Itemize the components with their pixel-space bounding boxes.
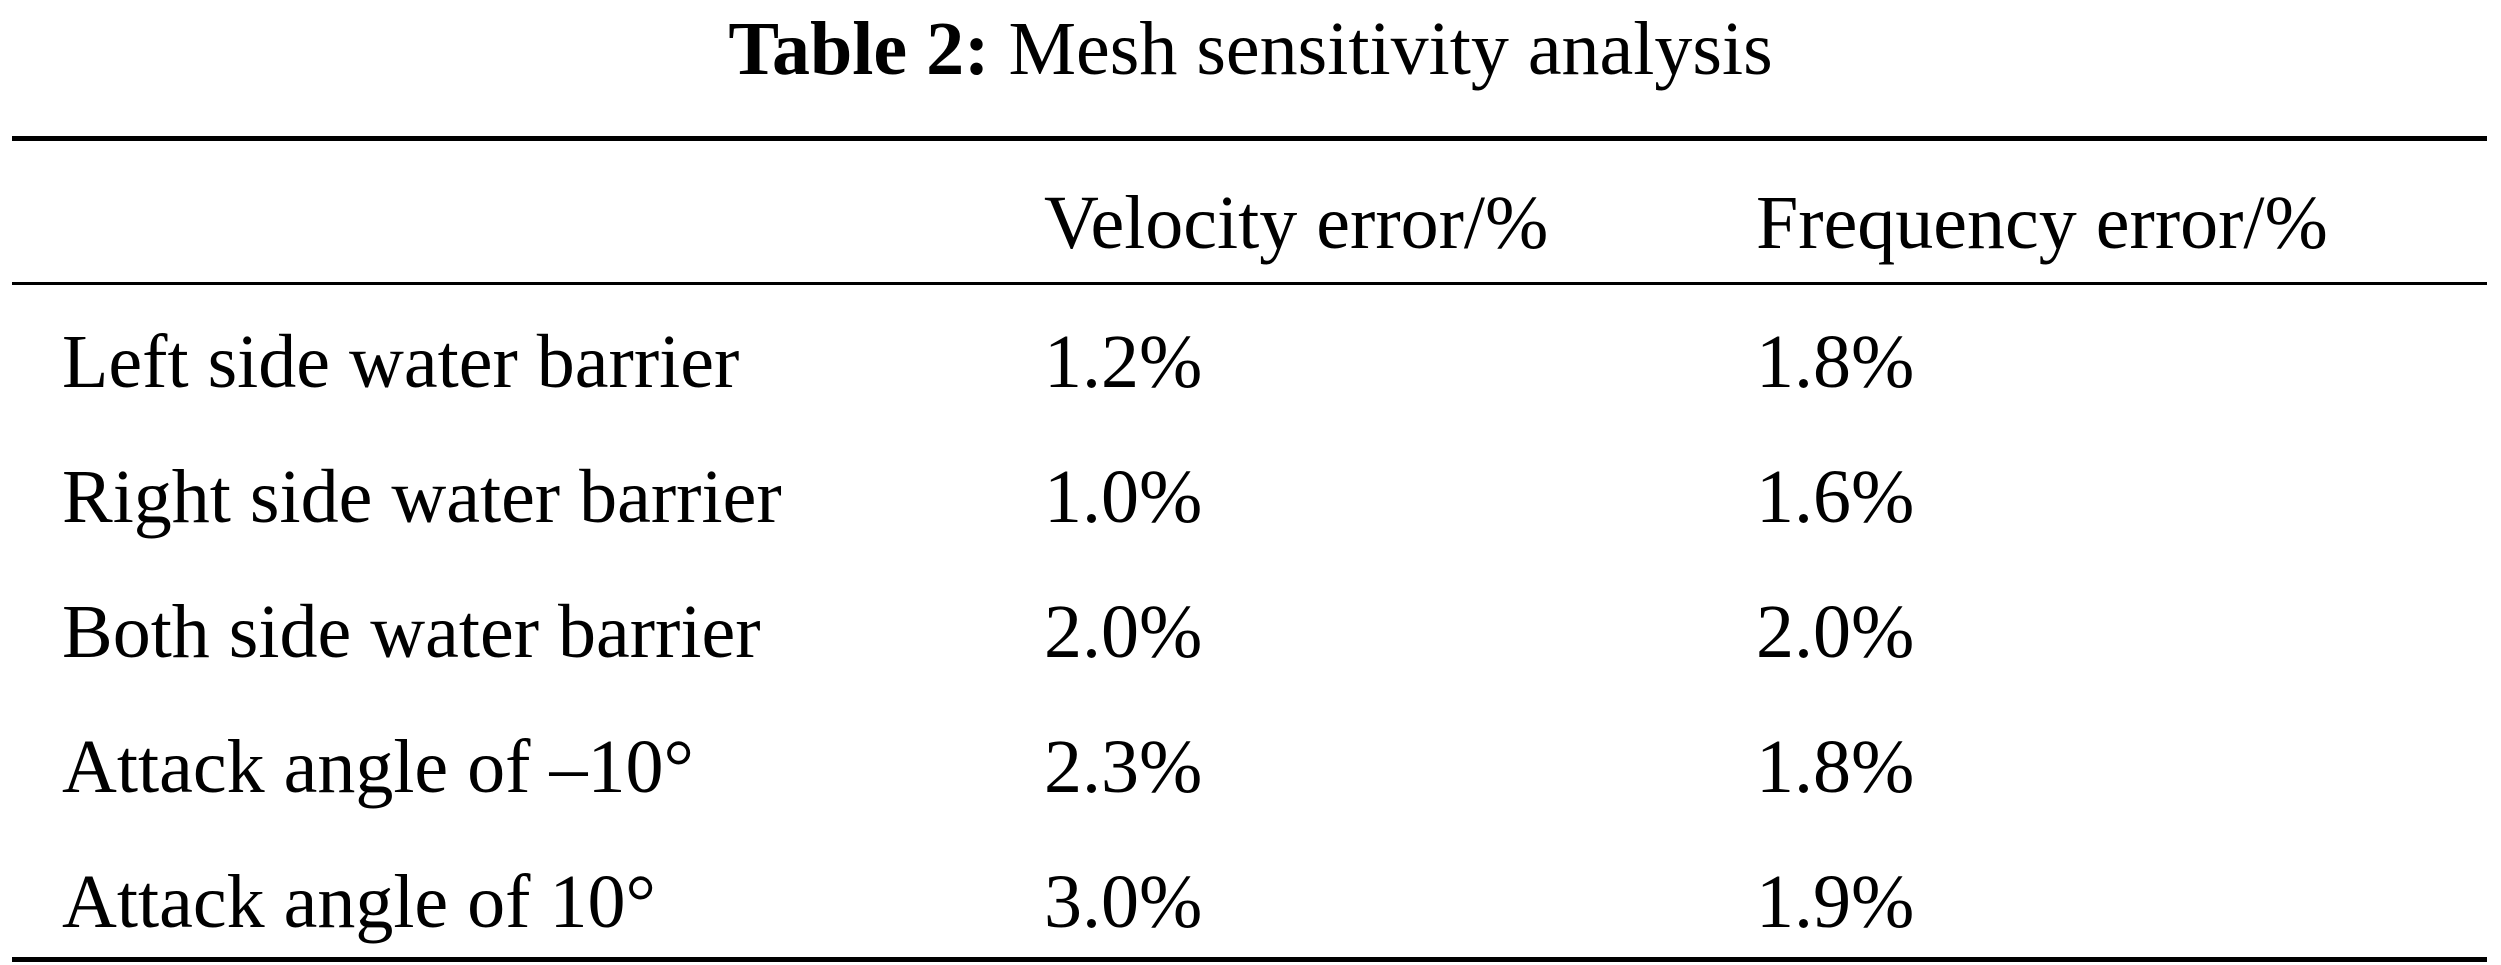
row-label: Left side water barrier (62, 320, 740, 404)
frequency-error-cell: 1.8% (1756, 320, 1915, 404)
row-label: Both side water barrier (62, 590, 761, 674)
frequency-error-cell: 1.9% (1756, 860, 1915, 944)
header-frequency-error: Frequency error/% (1756, 181, 2328, 265)
velocity-error-cell: 2.3% (1044, 725, 1203, 809)
row-label: Attack angle of 10° (62, 860, 656, 944)
row-label: Attack angle of –10° (62, 725, 694, 809)
table-caption: Table 2: Mesh sensitivity analysis (0, 4, 2501, 94)
velocity-error-cell: 3.0% (1044, 860, 1203, 944)
frequency-error-cell: 1.8% (1756, 725, 1915, 809)
header-velocity-error: Velocity error/% (1044, 181, 1549, 265)
caption-label: Table 2: (728, 7, 990, 91)
row-label: Right side water barrier (62, 455, 782, 539)
frequency-error-cell: 1.6% (1756, 455, 1915, 539)
bottom-rule (12, 957, 2487, 962)
velocity-error-cell: 1.2% (1044, 320, 1203, 404)
header-rule (12, 282, 2487, 285)
velocity-error-cell: 1.0% (1044, 455, 1203, 539)
top-rule (12, 136, 2487, 141)
caption-title: Mesh sensitivity analysis (1008, 7, 1773, 91)
frequency-error-cell: 2.0% (1756, 590, 1915, 674)
velocity-error-cell: 2.0% (1044, 590, 1203, 674)
